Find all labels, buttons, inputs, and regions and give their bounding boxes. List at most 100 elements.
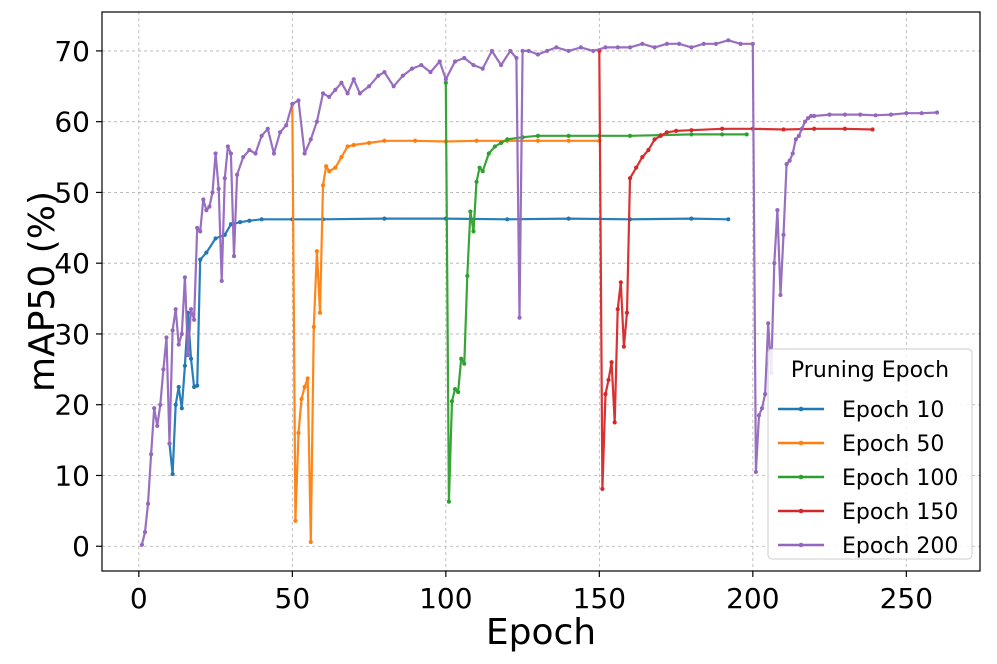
data-point bbox=[842, 126, 848, 131]
data-point bbox=[919, 111, 924, 116]
data-point bbox=[170, 328, 175, 333]
data-point bbox=[677, 41, 682, 46]
y-tick-label: 0 bbox=[72, 530, 90, 563]
x-tick-label: 150 bbox=[573, 582, 626, 615]
data-point bbox=[750, 41, 755, 46]
data-point bbox=[357, 91, 362, 96]
data-point bbox=[612, 420, 617, 425]
data-point bbox=[609, 360, 614, 365]
data-point bbox=[139, 542, 145, 547]
data-point bbox=[345, 144, 350, 149]
data-point bbox=[145, 501, 151, 506]
series-epoch-100 bbox=[443, 80, 749, 504]
data-point bbox=[173, 307, 178, 312]
data-point bbox=[858, 112, 863, 117]
data-point bbox=[615, 307, 620, 312]
data-point bbox=[554, 45, 559, 50]
data-point bbox=[759, 406, 765, 411]
data-point bbox=[311, 324, 316, 329]
data-point bbox=[317, 310, 323, 315]
legend-title: Pruning Epoch bbox=[791, 358, 949, 383]
data-point bbox=[284, 123, 289, 128]
data-point bbox=[535, 52, 541, 57]
data-point bbox=[486, 151, 491, 156]
data-point bbox=[366, 140, 372, 146]
y-tick-label: 10 bbox=[54, 459, 90, 492]
x-tick-label: 50 bbox=[275, 582, 311, 615]
data-point bbox=[443, 77, 448, 82]
data-point bbox=[591, 48, 596, 54]
data-point bbox=[437, 59, 442, 64]
data-point bbox=[805, 116, 811, 121]
legend-label: Epoch 150 bbox=[842, 500, 958, 525]
y-tick-label: 60 bbox=[54, 106, 90, 139]
data-point bbox=[188, 307, 194, 312]
data-point bbox=[652, 137, 657, 142]
data-point bbox=[179, 331, 184, 337]
data-point bbox=[726, 38, 731, 43]
data-point bbox=[646, 147, 651, 153]
legend-label: Epoch 10 bbox=[842, 398, 944, 423]
legend-items: Epoch 10 Epoch 50 Epoch 100 Epoch 150 Epoch … bbox=[778, 398, 958, 559]
data-point bbox=[756, 413, 762, 418]
data-point bbox=[498, 62, 504, 68]
x-axis-label: Epoch bbox=[486, 612, 596, 653]
data-point bbox=[603, 45, 608, 50]
data-point bbox=[474, 179, 479, 184]
data-point bbox=[766, 321, 771, 326]
data-point bbox=[400, 73, 405, 78]
data-point bbox=[664, 130, 669, 135]
data-point bbox=[308, 539, 313, 545]
data-point bbox=[621, 344, 626, 349]
data-point bbox=[428, 70, 433, 75]
data-point bbox=[526, 48, 531, 54]
data-point bbox=[170, 471, 175, 477]
data-point bbox=[391, 84, 396, 89]
legend-item: Epoch 100 bbox=[778, 466, 958, 491]
data-point bbox=[744, 132, 749, 137]
data-point bbox=[345, 91, 350, 96]
data-point bbox=[452, 59, 458, 64]
data-point bbox=[566, 48, 571, 54]
data-point bbox=[658, 133, 663, 138]
data-point bbox=[305, 376, 310, 381]
series-epoch-200 bbox=[139, 38, 940, 547]
data-point bbox=[802, 119, 808, 124]
data-point bbox=[339, 80, 344, 85]
data-point bbox=[324, 164, 329, 169]
data-point bbox=[327, 94, 332, 100]
data-point bbox=[827, 112, 832, 117]
y-tick-label: 70 bbox=[54, 35, 90, 68]
data-point bbox=[152, 406, 157, 411]
data-point bbox=[327, 169, 332, 174]
data-point bbox=[738, 41, 743, 46]
data-point bbox=[477, 165, 482, 170]
data-point bbox=[452, 387, 458, 392]
data-point bbox=[259, 133, 264, 138]
data-point bbox=[225, 144, 230, 149]
data-point bbox=[201, 197, 206, 202]
data-point bbox=[934, 110, 940, 115]
data-point bbox=[182, 363, 187, 368]
data-point bbox=[566, 216, 571, 221]
data-point bbox=[904, 111, 909, 116]
data-point bbox=[566, 138, 571, 143]
data-point bbox=[231, 254, 237, 259]
data-point bbox=[204, 208, 209, 213]
data-point bbox=[624, 310, 630, 315]
data-point bbox=[293, 518, 298, 523]
data-point bbox=[253, 151, 258, 156]
data-point bbox=[314, 249, 319, 254]
data-point bbox=[640, 154, 645, 160]
series-line bbox=[444, 82, 747, 503]
grid bbox=[102, 12, 980, 571]
y-tick-label: 30 bbox=[54, 318, 90, 351]
data-point bbox=[505, 137, 510, 142]
data-point bbox=[446, 499, 452, 504]
data-point bbox=[247, 147, 252, 153]
data-point bbox=[634, 165, 639, 170]
data-point bbox=[213, 236, 218, 241]
data-point bbox=[778, 292, 783, 298]
